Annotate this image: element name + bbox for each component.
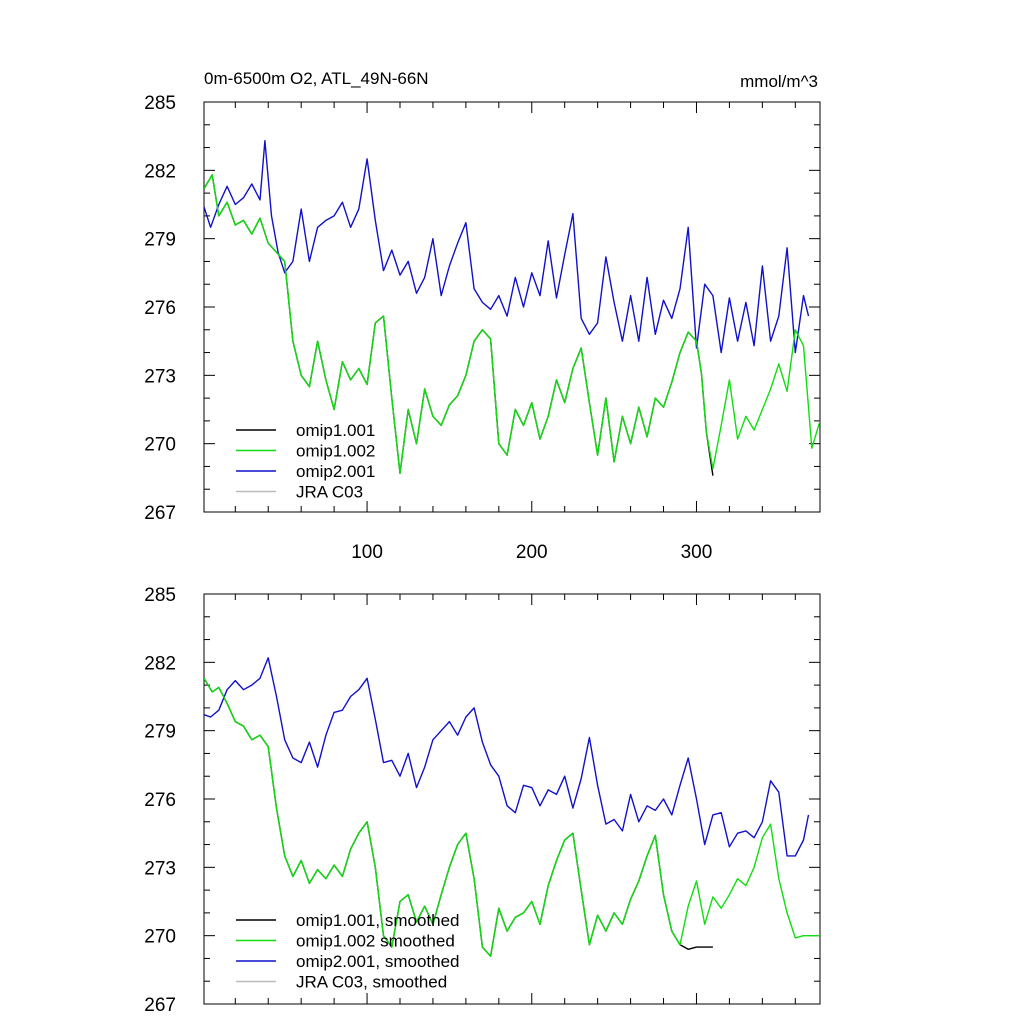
x-tick-label: 100	[351, 542, 383, 563]
y-tick-label: 276	[144, 298, 176, 319]
legend-label: omip1.001	[296, 421, 375, 440]
y-tick-label: 267	[144, 995, 176, 1016]
y-tick-label: 270	[144, 435, 176, 456]
series-line-omip2-001	[204, 139, 810, 354]
y-tick-label: 285	[144, 585, 176, 606]
x-tick-label: 300	[681, 542, 713, 563]
y-tick-label: 270	[144, 927, 176, 948]
y-tick-label: 279	[144, 722, 176, 743]
legend-label: omip2.001	[296, 462, 375, 481]
series-line-omip1-002-smoothed	[204, 677, 820, 957]
y-tick-label: 279	[144, 230, 176, 251]
y-tick-label: 276	[144, 790, 176, 811]
x-tick-label: 200	[516, 542, 548, 563]
y-tick-label: 273	[144, 366, 176, 387]
y-tick-label: 282	[144, 161, 176, 182]
legend-label: omip1.002 smoothed	[296, 932, 455, 951]
y-tick-label: 282	[144, 653, 176, 674]
legend-label: omip2.001, smoothed	[296, 952, 460, 971]
legend-label: omip1.001, smoothed	[296, 911, 460, 930]
series-line-omip1-002	[204, 174, 820, 474]
legend-label: JRA C03, smoothed	[296, 973, 447, 992]
y-tick-label: 267	[144, 503, 176, 524]
y-tick-label: 273	[144, 858, 176, 879]
units-label: mmol/m^3	[740, 72, 818, 91]
y-tick-label: 285	[144, 93, 176, 114]
bottom-panel: 267 270 273 276 279 282 285 omip1.001, smoothed…	[144, 585, 821, 1016]
chart-title: 0m-6500m O2, ATL_49N-66N	[204, 69, 429, 88]
series-line-omip2-001-smoothed	[204, 657, 810, 857]
legend-label: omip1.002	[296, 442, 375, 461]
legend-label: JRA C03	[296, 483, 363, 502]
top-panel: 0m-6500m O2, ATL_49N-66N mmol/m^3 267 270…	[144, 69, 821, 563]
